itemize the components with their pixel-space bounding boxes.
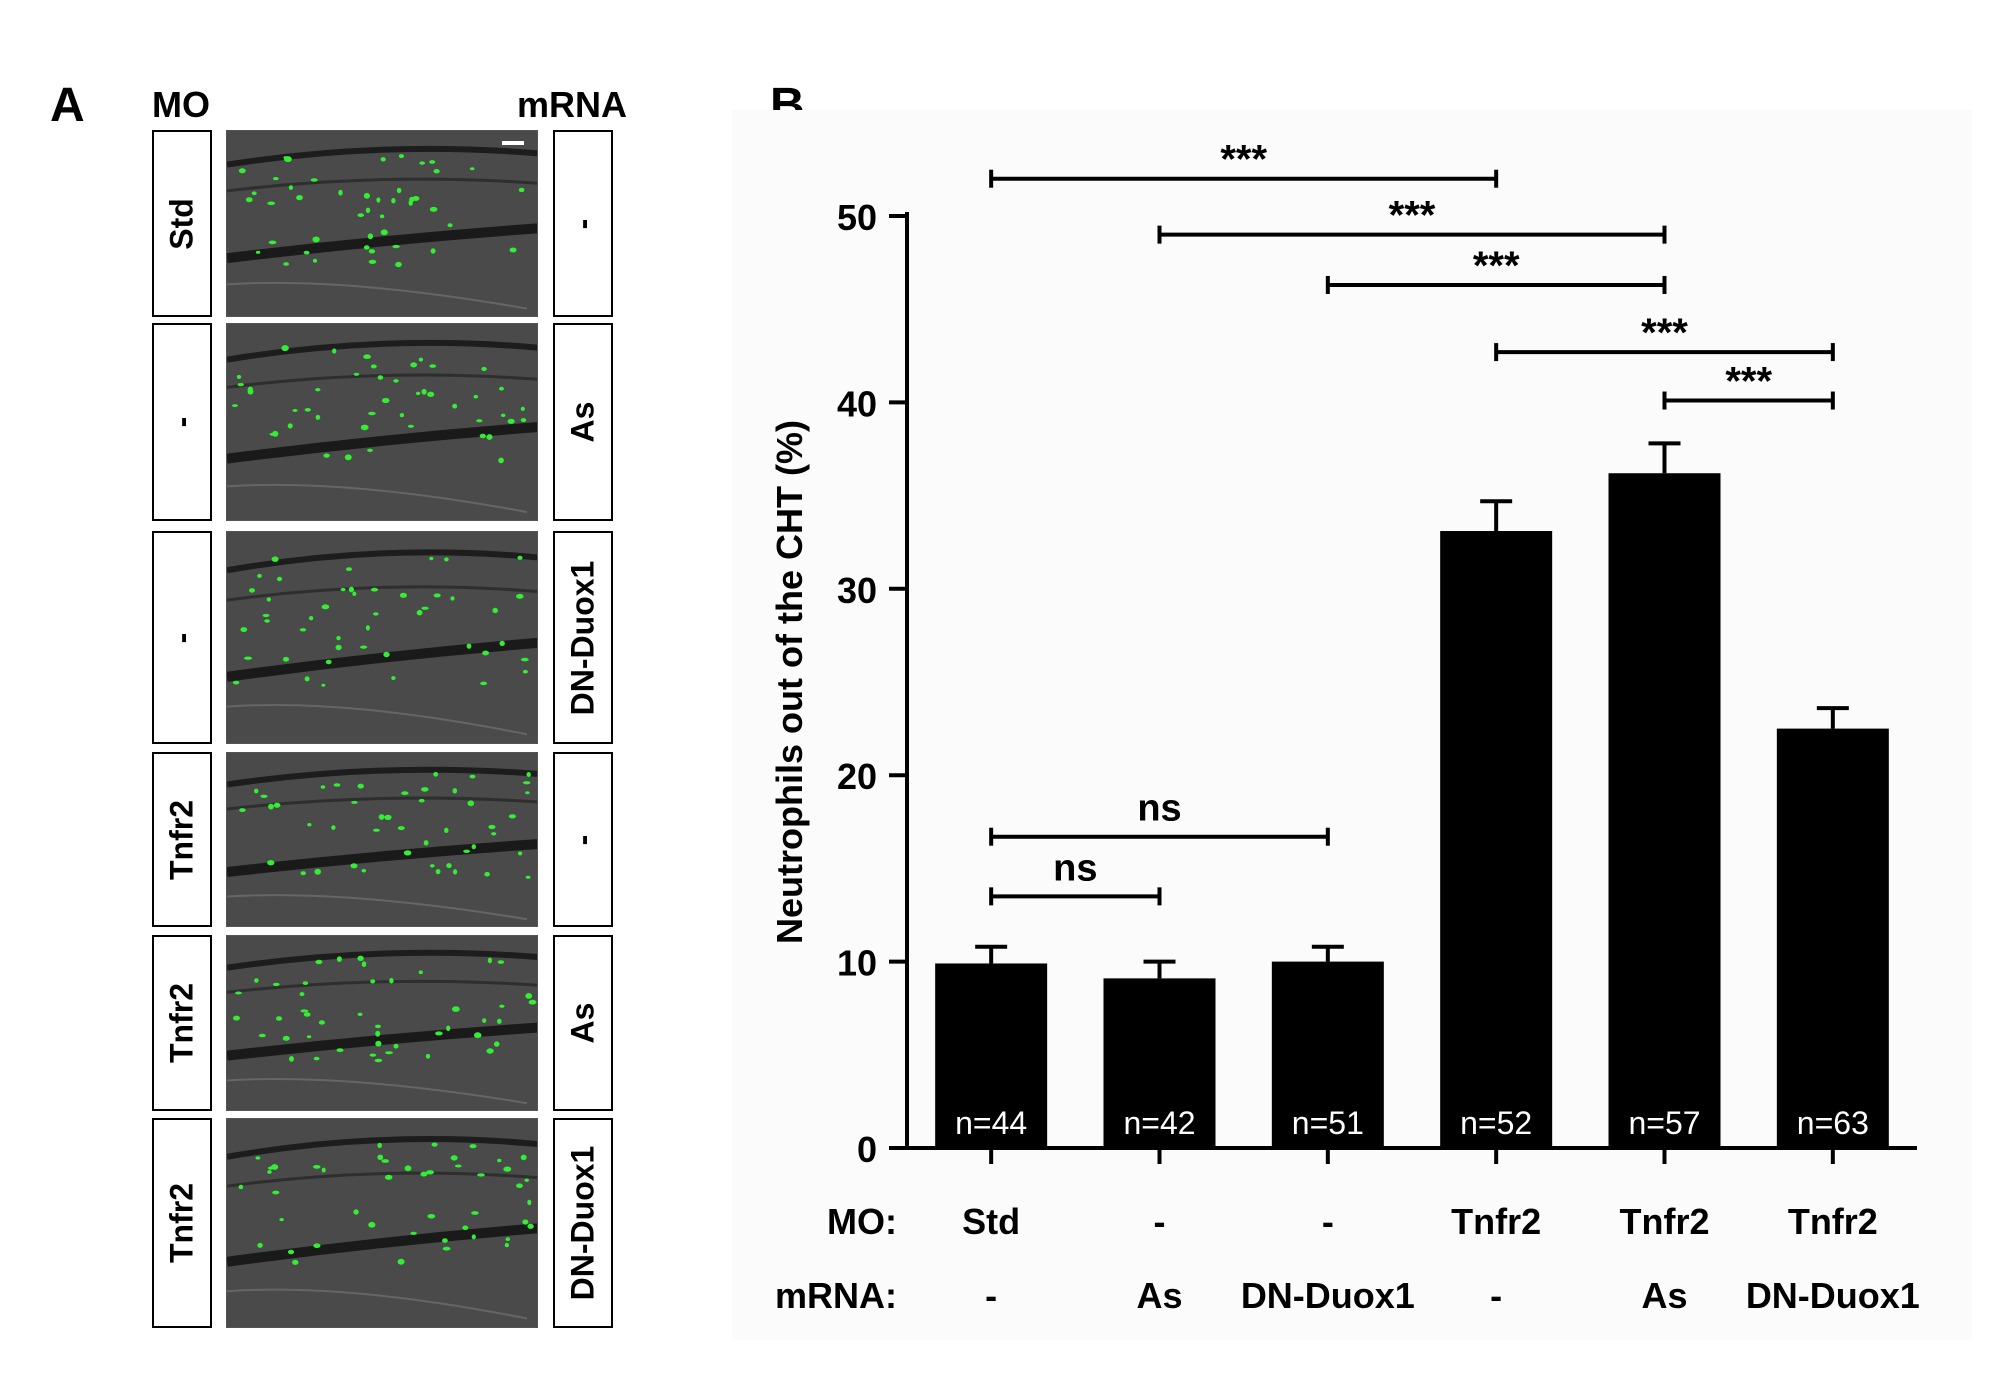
mo-header: MO bbox=[152, 84, 210, 125]
n-label: n=51 bbox=[1292, 1105, 1364, 1141]
n-label: n=44 bbox=[955, 1105, 1027, 1141]
mrna-label: DN-Duox1 bbox=[564, 560, 601, 715]
n-label: n=52 bbox=[1460, 1105, 1532, 1141]
bar bbox=[1103, 978, 1216, 1148]
zebrafish-larva-image bbox=[226, 323, 538, 521]
mo-label: Std bbox=[163, 197, 200, 250]
x-category-mrna: - bbox=[985, 1275, 997, 1316]
y-tick-label: 30 bbox=[837, 570, 877, 611]
x-category-mrna: DN-Duox1 bbox=[1241, 1275, 1415, 1316]
mrna-label-box: As bbox=[553, 935, 613, 1111]
mo-label: Tnfr2 bbox=[163, 983, 200, 1063]
panel-a-letter: A bbox=[50, 79, 85, 132]
n-label: n=63 bbox=[1797, 1105, 1869, 1141]
zebrafish-larva-image bbox=[226, 752, 538, 927]
significance-label: *** bbox=[1389, 194, 1436, 238]
x-category-mrna: As bbox=[1641, 1275, 1687, 1316]
bar-chart: 0 10 20 30 40 50 Neutrophils out of the CHT (%… bbox=[732, 110, 1972, 1340]
mo-label: Tnfr2 bbox=[163, 799, 200, 880]
x-category-mo: Tnfr2 bbox=[1451, 1201, 1541, 1242]
bar bbox=[935, 963, 1048, 1148]
significance-label: *** bbox=[1725, 360, 1772, 404]
significance-label: ns bbox=[1137, 788, 1181, 830]
zebrafish-larva-image bbox=[226, 1118, 538, 1328]
x-category-mo: Tnfr2 bbox=[1788, 1201, 1878, 1242]
n-label: n=42 bbox=[1123, 1105, 1195, 1141]
significance-label: *** bbox=[1473, 244, 1520, 288]
y-tick-label: 50 bbox=[837, 197, 877, 238]
mrna-label-box: As bbox=[553, 323, 613, 521]
mrna-label: As bbox=[564, 1002, 601, 1044]
significance-label: *** bbox=[1641, 311, 1688, 355]
mrna-header: mRNA bbox=[517, 84, 628, 125]
bar bbox=[1440, 531, 1553, 1148]
x-category-mrna: DN-Duox1 bbox=[1746, 1275, 1920, 1316]
mo-label: - bbox=[163, 632, 200, 643]
mo-label-box: - bbox=[152, 531, 212, 744]
mrna-label: - bbox=[564, 218, 601, 229]
mrna-label-box: - bbox=[553, 130, 613, 317]
mrna-label: DN-Duox1 bbox=[564, 1145, 601, 1301]
significance-label: *** bbox=[1220, 138, 1267, 182]
y-tick-label: 20 bbox=[837, 756, 877, 797]
mo-label: Tnfr2 bbox=[163, 1183, 200, 1263]
bar bbox=[1776, 728, 1889, 1148]
mrna-label-box: DN-Duox1 bbox=[553, 1118, 613, 1328]
significance-label: ns bbox=[1053, 847, 1097, 889]
x-category-mrna: As bbox=[1136, 1275, 1182, 1316]
mo-label-box: Tnfr2 bbox=[152, 1118, 212, 1328]
mo-label-box: Std bbox=[152, 130, 212, 317]
x-category-mrna: - bbox=[1490, 1275, 1502, 1316]
chart-background bbox=[732, 110, 1972, 1340]
x-category-mo: - bbox=[1154, 1201, 1166, 1242]
y-tick-label: 10 bbox=[837, 943, 877, 984]
y-axis-label: Neutrophils out of the CHT (%) bbox=[769, 420, 810, 944]
bar bbox=[1271, 961, 1384, 1148]
mo-label: - bbox=[163, 416, 200, 428]
y-tick-label: 0 bbox=[857, 1129, 877, 1170]
mrna-label-box: DN-Duox1 bbox=[553, 531, 613, 744]
zebrafish-larva-image bbox=[226, 935, 538, 1111]
x-category-mo: - bbox=[1322, 1201, 1334, 1242]
x-category-mo: Std bbox=[962, 1201, 1020, 1242]
mrna-label: - bbox=[564, 834, 601, 845]
zebrafish-larva-image bbox=[226, 130, 538, 317]
mo-label-box: Tnfr2 bbox=[152, 752, 212, 927]
bar bbox=[1608, 473, 1721, 1148]
zebrafish-larva-image bbox=[226, 531, 538, 744]
n-label: n=57 bbox=[1628, 1105, 1700, 1141]
mrna-label: As bbox=[564, 401, 601, 443]
mo-label-box: Tnfr2 bbox=[152, 935, 212, 1111]
y-tick-label: 40 bbox=[837, 383, 877, 424]
mrna-row-label: mRNA: bbox=[775, 1275, 897, 1316]
x-category-mo: Tnfr2 bbox=[1620, 1201, 1710, 1242]
mo-row-label: MO: bbox=[827, 1201, 897, 1242]
mrna-label-box: - bbox=[553, 752, 613, 927]
mo-label-box: - bbox=[152, 323, 212, 521]
